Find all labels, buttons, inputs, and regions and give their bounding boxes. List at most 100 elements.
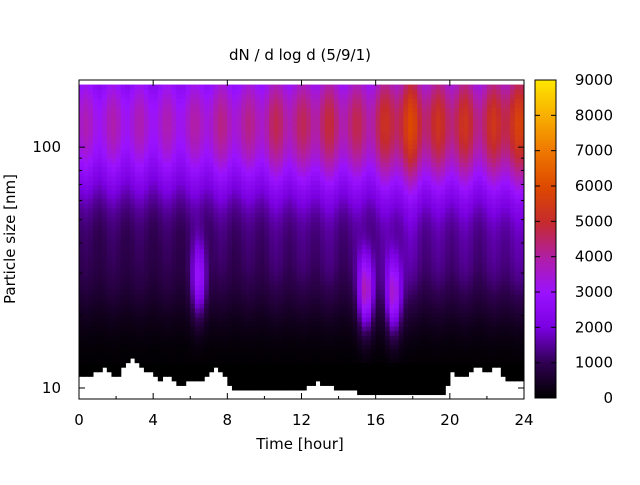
heatmap-cell xyxy=(324,348,330,355)
heatmap-cell xyxy=(139,262,145,268)
heatmap-cell xyxy=(278,321,284,327)
heatmap-cell xyxy=(204,203,210,209)
heatmap-cell xyxy=(329,357,335,364)
heatmap-cell xyxy=(106,139,113,145)
heatmap-cell xyxy=(315,134,321,140)
heatmap-cell xyxy=(171,212,177,218)
heatmap-cell xyxy=(213,189,219,195)
heatmap-cell xyxy=(315,348,321,355)
heatmap-cell xyxy=(361,348,367,355)
heatmap-cell xyxy=(292,116,298,122)
heatmap-cell xyxy=(190,225,196,231)
heatmap-cell xyxy=(167,84,173,90)
heatmap-cell xyxy=(264,125,270,131)
heatmap-cell xyxy=(422,116,428,122)
heatmap-cell xyxy=(324,175,330,181)
heatmap-cell xyxy=(102,102,108,108)
heatmap-cell xyxy=(97,330,103,336)
heatmap-cell xyxy=(79,253,85,259)
heatmap-cell xyxy=(106,230,113,236)
heatmap-cell xyxy=(116,148,122,154)
heatmap-cell xyxy=(208,294,215,300)
heatmap-cell xyxy=(394,152,400,159)
heatmap-cell xyxy=(116,316,122,323)
heatmap-cell xyxy=(361,253,367,259)
heatmap-cell xyxy=(102,339,108,345)
heatmap-cell xyxy=(306,330,312,336)
heatmap-cell xyxy=(171,275,177,282)
heatmap-cell xyxy=(88,98,94,104)
heatmap-cell xyxy=(324,266,330,272)
heatmap-cell xyxy=(153,339,159,345)
heatmap-cell xyxy=(403,362,409,368)
heatmap-cell xyxy=(338,289,344,295)
heatmap-cell xyxy=(194,203,201,209)
heatmap-cell xyxy=(301,225,307,231)
heatmap-cell xyxy=(157,180,164,186)
heatmap-cell xyxy=(213,280,219,286)
heatmap-cell xyxy=(125,166,131,172)
heatmap-cell xyxy=(125,321,131,327)
heatmap-cell xyxy=(88,230,94,236)
heatmap-cell xyxy=(204,125,210,131)
heatmap-cell xyxy=(245,125,252,131)
heatmap-cell xyxy=(366,339,372,345)
heatmap-cell xyxy=(120,303,126,309)
heatmap-cell xyxy=(384,98,391,104)
heatmap-cell xyxy=(255,376,261,382)
heatmap-cell xyxy=(320,171,326,177)
heatmap-cell xyxy=(408,244,414,250)
heatmap-cell xyxy=(384,244,391,250)
heatmap-cell xyxy=(306,184,312,190)
heatmap-cell xyxy=(292,376,298,382)
heatmap-cell xyxy=(412,367,418,373)
heatmap-cell xyxy=(125,89,131,95)
heatmap-cell xyxy=(83,212,89,218)
heatmap-cell xyxy=(106,275,113,282)
heatmap-cell xyxy=(213,321,219,327)
heatmap-cell xyxy=(88,316,94,323)
heatmap-cell xyxy=(250,280,256,286)
heatmap-cell xyxy=(306,285,312,291)
heatmap-cell xyxy=(255,289,261,295)
heatmap-cell xyxy=(329,257,335,263)
heatmap-cell xyxy=(278,175,284,181)
heatmap-cell xyxy=(102,162,108,168)
heatmap-cell xyxy=(143,244,150,250)
heatmap-cell xyxy=(171,294,177,300)
heatmap-cell xyxy=(333,203,340,209)
heatmap-cell xyxy=(315,216,321,222)
heatmap-cell xyxy=(422,266,428,272)
heatmap-cell xyxy=(111,330,117,336)
heatmap-cell xyxy=(306,171,312,177)
heatmap-cell xyxy=(343,234,349,241)
heatmap-cell xyxy=(412,389,418,396)
heatmap-cell xyxy=(190,148,196,154)
heatmap-cell xyxy=(366,203,372,209)
heatmap-cell xyxy=(255,367,261,373)
heatmap-cell xyxy=(375,380,381,386)
heatmap-cell xyxy=(92,303,99,309)
heatmap-cell xyxy=(116,93,122,99)
heatmap-cell xyxy=(352,244,358,250)
heatmap-cell xyxy=(231,207,238,213)
heatmap-cell xyxy=(148,125,154,131)
heatmap-cell xyxy=(157,344,164,350)
heatmap-cell xyxy=(102,285,108,291)
heatmap-cell xyxy=(148,271,154,277)
heatmap-cell xyxy=(366,289,372,295)
heatmap-cell xyxy=(171,203,177,209)
heatmap-cell xyxy=(236,225,242,231)
heatmap-cell xyxy=(143,107,150,113)
heatmap-cell xyxy=(204,367,210,373)
heatmap-cell xyxy=(278,385,284,391)
heatmap-cell xyxy=(310,307,317,314)
heatmap-cell xyxy=(306,84,312,90)
heatmap-cell xyxy=(102,330,108,336)
heatmap-cell xyxy=(88,312,94,318)
heatmap-cell xyxy=(92,326,99,332)
heatmap-cell xyxy=(97,84,103,90)
heatmap-cell xyxy=(324,198,330,204)
heatmap-cell xyxy=(398,371,405,377)
heatmap-cell xyxy=(338,84,344,90)
